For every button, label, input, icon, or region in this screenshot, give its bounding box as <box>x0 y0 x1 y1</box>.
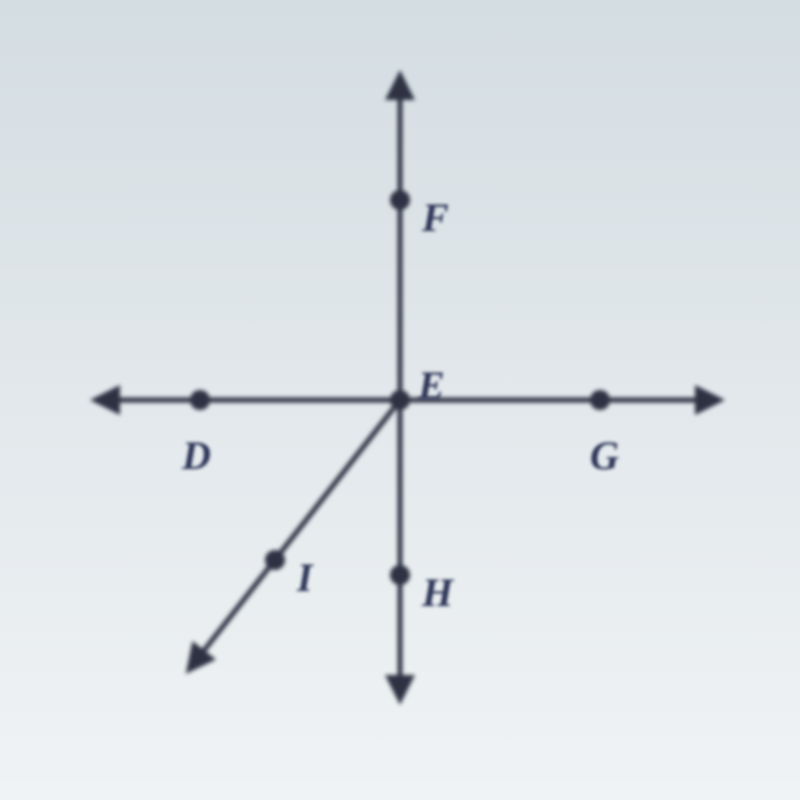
label-F: F <box>422 194 449 241</box>
ray-I <box>195 400 400 662</box>
point-G <box>590 390 610 410</box>
point-E <box>390 390 410 410</box>
label-D: D <box>182 432 211 479</box>
diagram-canvas: D E F G H I <box>0 0 800 800</box>
label-G: G <box>590 432 619 479</box>
point-D <box>190 390 210 410</box>
point-I <box>265 550 285 570</box>
point-F <box>390 190 410 210</box>
geometry-svg <box>0 0 800 800</box>
label-E: E <box>418 362 445 409</box>
point-H <box>390 565 410 585</box>
label-H: H <box>422 569 453 616</box>
label-I: I <box>297 554 313 601</box>
